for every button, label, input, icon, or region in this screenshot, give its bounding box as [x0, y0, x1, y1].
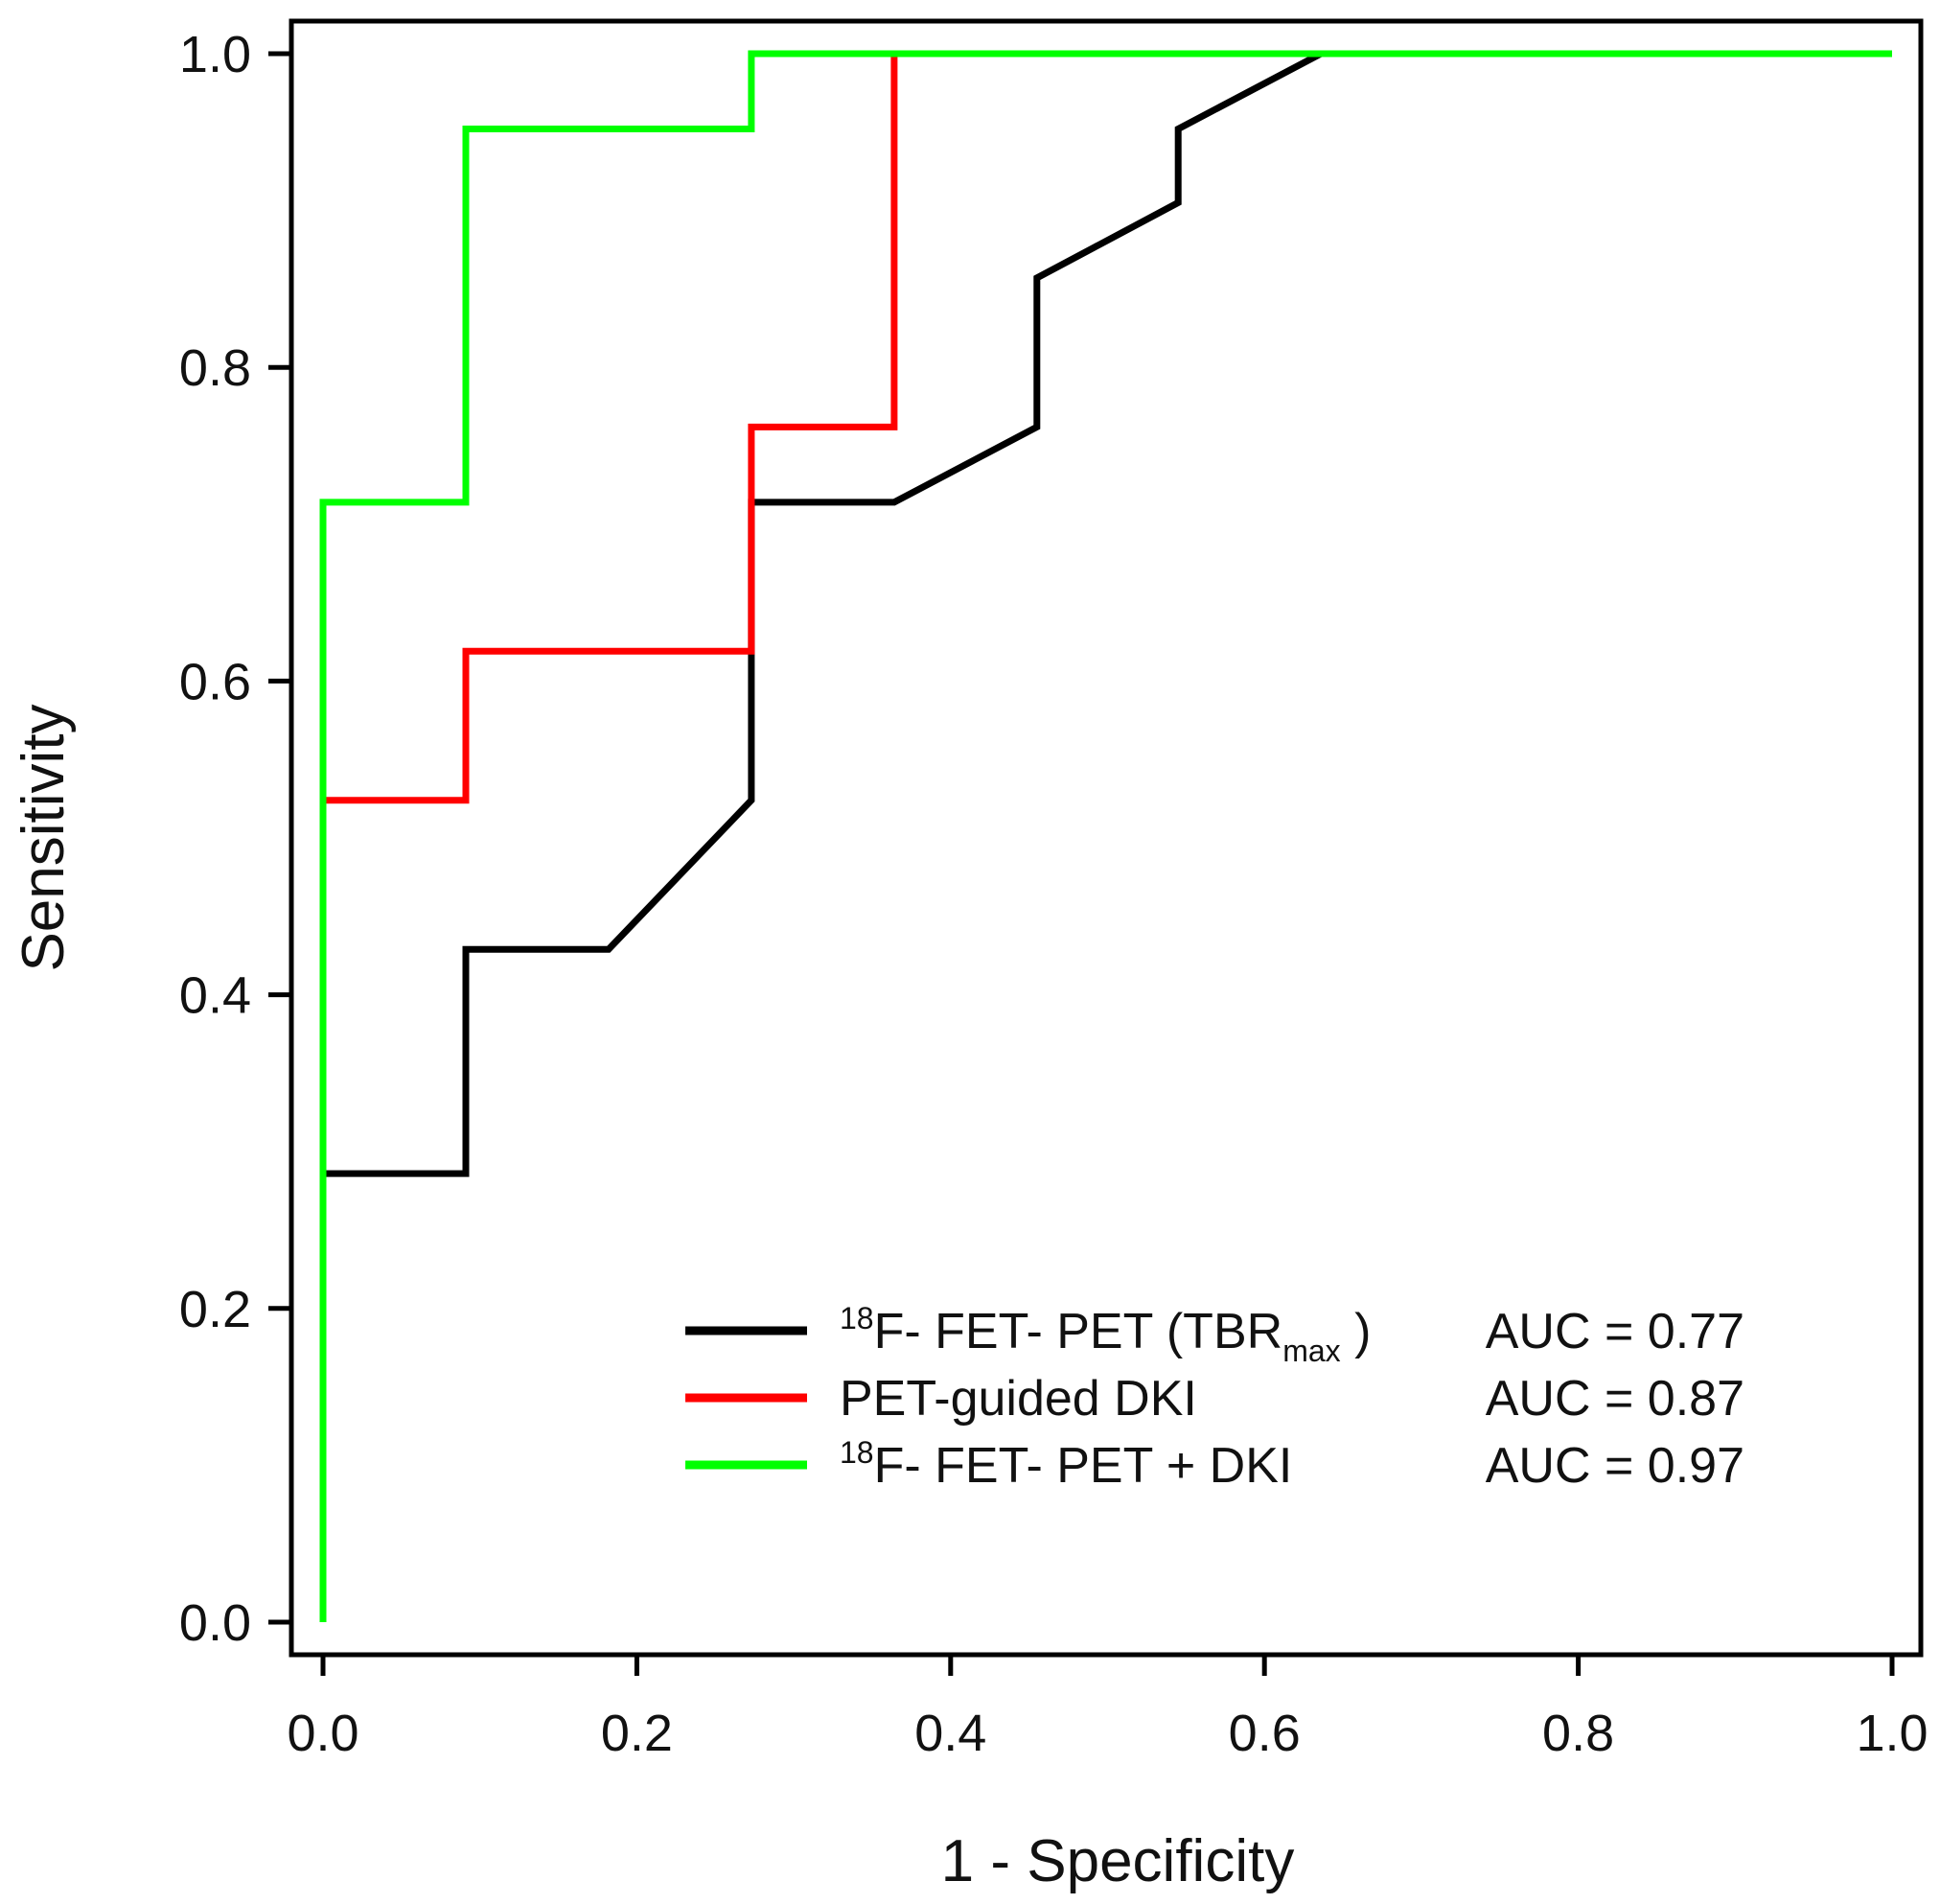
y-tick-label: 0.8 [179, 339, 251, 397]
plot-frame [289, 18, 1924, 1658]
y-axis-label: Sensitivity [11, 704, 77, 971]
x-tick-label: 0.8 [1542, 1705, 1614, 1762]
legend-superscript: 18 [840, 1301, 874, 1335]
legend-label-3: 18F- FET- PET + DKI [840, 1435, 1292, 1494]
x-tick-label: 1.0 [1856, 1705, 1928, 1762]
legend-main-text: F- FET- PET + DKI [874, 1438, 1293, 1494]
legend-auc-2: AUC = 0.87 [1486, 1371, 1744, 1427]
legend: 18F- FET- PET (TBRmax ) AUC = 0.77PET-gui… [685, 1301, 1744, 1494]
legend-label-1: 18F- FET- PET (TBRmax ) [840, 1301, 1371, 1368]
series-line-2 [319, 50, 1892, 1622]
x-axis: 0.0 0.2 0.4 0.6 0.8 1.0 [287, 1655, 1928, 1762]
legend-auc-1: AUC = 0.77 [1486, 1304, 1744, 1359]
x-tick-label: 0.4 [914, 1705, 986, 1762]
series-line-1 [319, 50, 1892, 1622]
x-tick-label: 0.0 [287, 1705, 358, 1762]
legend-main-text: F- FET- PET (TBR [874, 1304, 1283, 1359]
y-tick-label: 0.6 [179, 653, 251, 710]
y-axis: 0.0 0.2 0.4 0.6 0.8 1.0 [179, 26, 291, 1652]
y-tick-label: 1.0 [179, 26, 251, 83]
legend-subscript: max [1282, 1334, 1340, 1368]
y-tick-label: 0.4 [179, 967, 251, 1025]
x-tick-label: 0.2 [601, 1705, 673, 1762]
legend-suffix: ) [1341, 1304, 1372, 1359]
y-tick-label: 0.0 [179, 1594, 251, 1652]
x-axis-label: 1 - Specificity [941, 1828, 1295, 1894]
legend-label-2: PET-guided DKI [840, 1371, 1197, 1427]
legend-auc-3: AUC = 0.97 [1486, 1438, 1744, 1494]
y-tick-label: 0.2 [179, 1281, 251, 1338]
series-layer [319, 50, 1892, 1622]
legend-main-text: PET-guided DKI [840, 1371, 1197, 1427]
x-tick-label: 0.6 [1229, 1705, 1301, 1762]
series-line-3 [319, 50, 1892, 1622]
legend-superscript: 18 [840, 1435, 874, 1470]
